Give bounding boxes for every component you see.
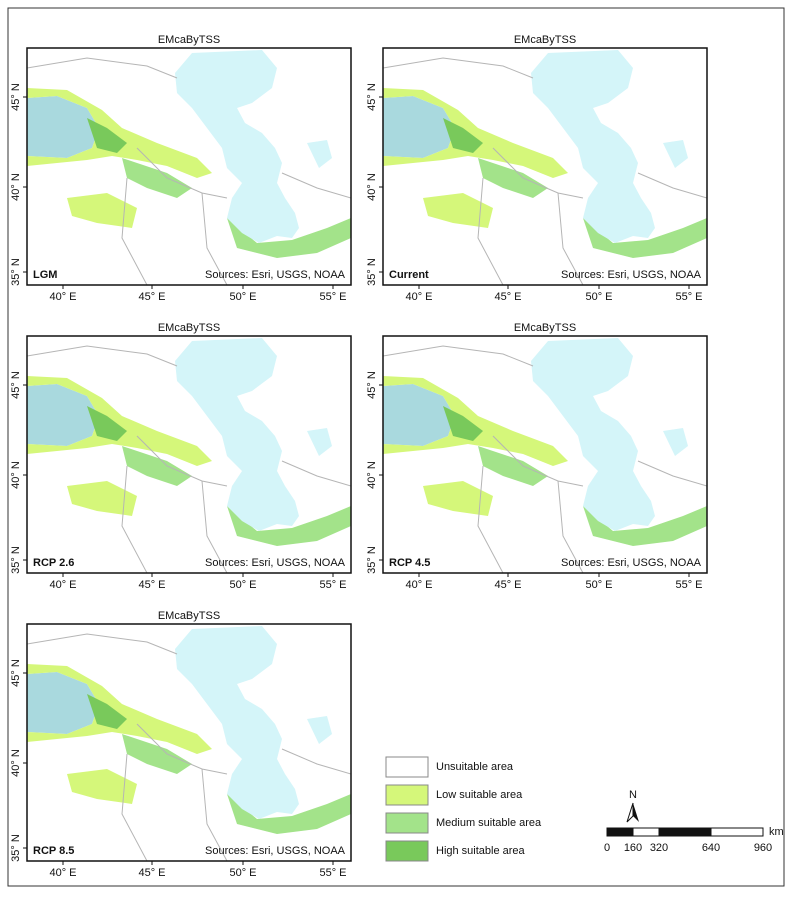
scale-unit: km xyxy=(769,826,784,838)
scale-segment xyxy=(658,827,712,837)
map-panel: EMcaByTSS Current Sources: Esri, USGS, NOA… xyxy=(366,34,708,303)
map xyxy=(383,336,707,573)
x-tick-label: 40° E xyxy=(49,291,76,303)
map-layers xyxy=(27,48,351,285)
map-frame xyxy=(26,623,352,862)
x-tick-label: 40° E xyxy=(405,579,432,591)
legend: Unsuitable area Low suitable area Medium s… xyxy=(385,756,542,862)
y-tick-label: 40° N xyxy=(10,461,22,489)
scenario-label: LGM xyxy=(33,269,57,281)
legend-swatch xyxy=(385,756,429,778)
map-frame xyxy=(26,335,352,574)
x-tick-label: 45° E xyxy=(494,291,521,303)
x-tick-label: 45° E xyxy=(138,867,165,879)
north-label: N xyxy=(629,789,637,801)
legend-swatch xyxy=(385,784,429,806)
map xyxy=(27,336,351,573)
scale-segment xyxy=(632,827,660,837)
map xyxy=(27,624,351,861)
x-tick-label: 55° E xyxy=(319,291,346,303)
legend-swatch xyxy=(385,840,429,862)
y-tick-label: 45° N xyxy=(366,371,378,399)
figure-border xyxy=(7,7,785,887)
scenario-label: Current xyxy=(389,269,429,281)
sources: Sources: Esri, USGS, NOAA xyxy=(561,269,702,281)
y-tick-label: 40° N xyxy=(366,173,378,201)
panel-title: EMcaByTSS xyxy=(514,322,576,334)
x-tick-label: 45° E xyxy=(494,579,521,591)
x-tick-label: 50° E xyxy=(229,867,256,879)
legend-label: High suitable area xyxy=(436,845,526,857)
y-tick-label: 40° N xyxy=(10,749,22,777)
y-tick-label: 35° N xyxy=(10,546,22,574)
x-tick-label: 50° E xyxy=(585,579,612,591)
scale-label: 0 xyxy=(604,842,610,854)
y-tick-label: 35° N xyxy=(366,546,378,574)
scale-label: 960 xyxy=(754,842,772,854)
x-tick-label: 40° E xyxy=(49,579,76,591)
y-tick-label: 45° N xyxy=(366,83,378,111)
x-tick-label: 55° E xyxy=(675,579,702,591)
map-panel: EMcaByTSS RCP 2.6 Sources: Esri, USGS, NOA… xyxy=(10,322,352,591)
y-tick-label: 40° N xyxy=(366,461,378,489)
y-tick-label: 35° N xyxy=(10,834,22,862)
scale-label: 320 xyxy=(650,842,668,854)
sources: Sources: Esri, USGS, NOAA xyxy=(205,269,346,281)
x-tick-label: 40° E xyxy=(49,867,76,879)
x-tick-label: 55° E xyxy=(319,867,346,879)
scale-label: 640 xyxy=(702,842,720,854)
x-tick-label: 50° E xyxy=(229,291,256,303)
x-tick-label: 40° E xyxy=(405,291,432,303)
north-arrow: N xyxy=(626,789,639,823)
x-tick-label: 45° E xyxy=(138,291,165,303)
x-tick-label: 50° E xyxy=(585,291,612,303)
map-layers xyxy=(383,336,707,573)
y-tick-label: 35° N xyxy=(366,258,378,286)
map xyxy=(27,48,351,285)
sources: Sources: Esri, USGS, NOAA xyxy=(205,845,346,857)
x-tick-label: 55° E xyxy=(319,579,346,591)
y-tick-label: 45° N xyxy=(10,659,22,687)
panel-title: EMcaByTSS xyxy=(158,34,220,46)
scale-label: 160 xyxy=(624,842,642,854)
scale-bar: 0 160 320 640 960 km xyxy=(604,826,784,854)
legend-label: Medium suitable area xyxy=(436,817,542,829)
map-panel: EMcaByTSS RCP 4.5 Sources: Esri, USGS, NOA… xyxy=(366,322,708,591)
map xyxy=(383,48,707,285)
map-frame xyxy=(382,335,708,574)
y-tick-label: 45° N xyxy=(10,371,22,399)
legend-swatch xyxy=(385,812,429,834)
panel-title: EMcaByTSS xyxy=(158,610,220,622)
sources: Sources: Esri, USGS, NOAA xyxy=(205,557,346,569)
y-tick-label: 35° N xyxy=(10,258,22,286)
map-frame xyxy=(382,47,708,286)
x-tick-label: 50° E xyxy=(229,579,256,591)
panel-title: EMcaByTSS xyxy=(514,34,576,46)
x-tick-label: 55° E xyxy=(675,291,702,303)
y-tick-label: 40° N xyxy=(10,173,22,201)
map-layers xyxy=(383,48,707,285)
legend-label: Unsuitable area xyxy=(436,761,514,773)
sources: Sources: Esri, USGS, NOAA xyxy=(561,557,702,569)
scale-segment xyxy=(710,827,764,837)
map-layers xyxy=(27,624,351,861)
x-tick-label: 45° E xyxy=(138,579,165,591)
map-frame xyxy=(26,47,352,286)
scenario-label: RCP 2.6 xyxy=(33,557,74,569)
scale-segment xyxy=(606,827,634,837)
map-layers xyxy=(27,336,351,573)
panels: EMcaByTSS LGM Sources: Esri, USGS, NOAA 45°… xyxy=(10,34,708,879)
scenario-label: RCP 8.5 xyxy=(33,845,74,857)
y-tick-label: 45° N xyxy=(10,83,22,111)
scenario-label: RCP 4.5 xyxy=(389,557,430,569)
map-panel: EMcaByTSS LGM Sources: Esri, USGS, NOAA 45°… xyxy=(10,34,352,303)
panel-title: EMcaByTSS xyxy=(158,322,220,334)
legend-label: Low suitable area xyxy=(436,789,523,801)
map-panel: EMcaByTSS RCP 8.5 Sources: Esri, USGS, NOA… xyxy=(10,610,352,879)
